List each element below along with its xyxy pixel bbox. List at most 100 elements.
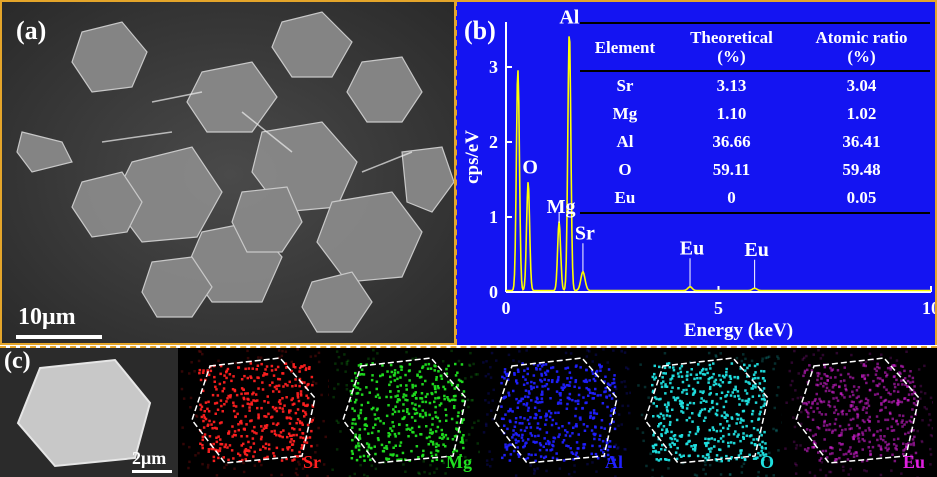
map-pixel — [568, 392, 572, 396]
map-pixel — [389, 427, 392, 430]
map-pixel — [541, 400, 544, 404]
map-pixel — [271, 405, 275, 409]
map-pixel — [823, 438, 826, 441]
map-pixel — [188, 372, 191, 375]
map-pixel — [682, 454, 685, 457]
map-pixel — [529, 464, 532, 467]
map-pixel — [372, 406, 375, 410]
map-pixel — [727, 445, 730, 448]
map-pixel — [791, 398, 795, 401]
map-pixel — [407, 435, 410, 438]
map-pixel — [702, 468, 705, 471]
map-pixel — [875, 369, 878, 373]
map-pixel — [740, 449, 743, 452]
map-pixel — [293, 427, 296, 431]
map-pixel — [907, 399, 910, 402]
map-pixel — [880, 408, 883, 412]
map-pixel — [661, 443, 664, 447]
map-pixel — [406, 410, 409, 414]
map-pixel — [434, 397, 437, 400]
map-pixel — [219, 364, 223, 368]
map-pixel — [712, 362, 715, 365]
map-pixel — [709, 407, 712, 411]
map-pixel — [413, 412, 417, 415]
map-pixel — [557, 411, 560, 414]
map-pixel — [799, 444, 802, 447]
map-pixel — [680, 410, 683, 413]
map-pixel — [805, 410, 809, 414]
map-pixel — [291, 397, 294, 400]
map-pixel — [256, 399, 259, 402]
map-pixel — [398, 423, 401, 426]
map-pixel — [374, 452, 377, 456]
map-pixel — [860, 361, 863, 365]
map-pixel — [666, 362, 669, 366]
map-pixel — [912, 443, 916, 447]
map-pixel — [417, 425, 421, 429]
map-pixel — [911, 376, 915, 380]
map-pixel — [568, 384, 571, 387]
header-atomic-unit: (%) — [847, 47, 876, 66]
map-pixel — [642, 439, 645, 443]
map-pixel — [872, 434, 875, 437]
map-pixel — [915, 459, 918, 463]
map-pixel — [429, 440, 433, 443]
map-pixel — [736, 417, 739, 421]
map-pixel — [535, 396, 539, 400]
map-pixel — [708, 428, 711, 432]
map-pixel — [392, 374, 396, 377]
map-pixel — [317, 360, 321, 364]
map-pixel — [408, 369, 411, 372]
map-pixel — [534, 434, 537, 438]
map-pixel — [723, 376, 726, 379]
map-pixel — [438, 404, 442, 407]
map-pixel — [754, 457, 758, 460]
map-pixel — [299, 436, 302, 439]
map-pixel — [651, 390, 655, 394]
map-pixel — [308, 436, 312, 439]
map-pixel — [741, 410, 745, 413]
map-pixel — [418, 414, 422, 418]
map-pixel — [252, 455, 255, 458]
map-pixel — [654, 376, 657, 379]
map-pixel — [310, 444, 313, 448]
map-pixel — [517, 360, 521, 363]
map-pixel — [257, 387, 260, 390]
map-pixel — [278, 406, 281, 410]
map-pixel — [696, 428, 700, 431]
map-pixel — [593, 379, 597, 383]
map-pixel — [685, 378, 689, 381]
map-pixel — [339, 430, 342, 433]
map-pixel — [526, 372, 529, 376]
map-pixel — [590, 369, 594, 373]
map-pixel — [219, 442, 222, 446]
map-pixel — [274, 368, 278, 371]
map-pixel — [393, 432, 397, 436]
map-pixel — [240, 435, 243, 438]
map-pixel — [732, 432, 736, 436]
map-pixel — [469, 459, 472, 463]
map-pixel — [547, 387, 550, 391]
map-pixel — [849, 467, 852, 471]
map-pixel — [914, 403, 918, 407]
map-pixel — [296, 455, 299, 458]
map-pixel — [895, 444, 898, 448]
map-pixel — [604, 386, 607, 390]
map-pixel — [740, 471, 744, 474]
map-pixel — [408, 363, 412, 366]
map-pixel — [534, 459, 537, 463]
map-pixel — [803, 448, 807, 451]
element-map-image — [784, 349, 933, 477]
map-pixel — [298, 420, 302, 423]
map-pixel — [217, 359, 220, 363]
map-pixel — [298, 377, 302, 381]
map-pixel — [335, 350, 339, 353]
map-pixel — [905, 350, 908, 353]
map-pixel — [203, 433, 207, 436]
map-pixel — [431, 459, 434, 463]
map-pixel — [725, 394, 729, 397]
map-pixel — [294, 411, 298, 415]
map-pixel — [548, 441, 551, 444]
map-pixel — [713, 380, 716, 383]
map-pixel — [201, 438, 204, 442]
